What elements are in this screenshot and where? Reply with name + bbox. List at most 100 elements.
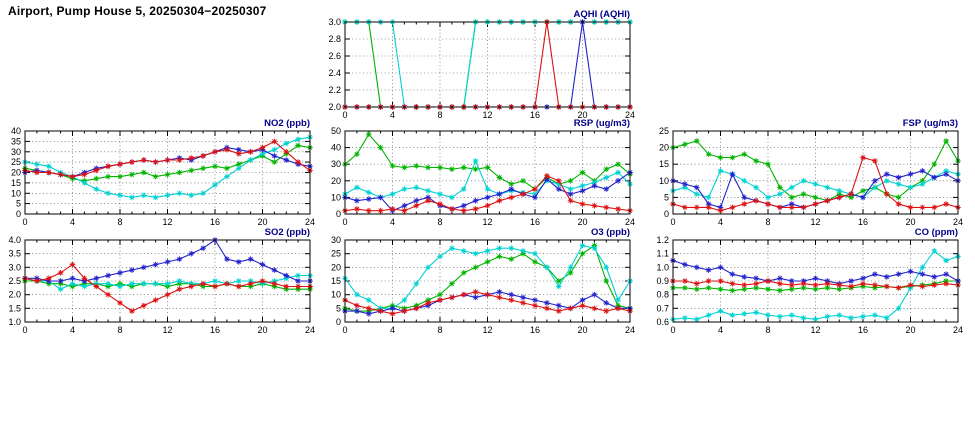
svg-text:0: 0 (664, 209, 669, 219)
svg-text:24: 24 (305, 217, 315, 227)
svg-text:4: 4 (70, 217, 75, 227)
svg-text:20: 20 (905, 325, 915, 335)
svg-text:40: 40 (331, 143, 341, 153)
svg-text:30: 30 (331, 235, 341, 245)
chart-so2: SO2 (ppb) 0 4 8 12 16 20 24 1.0 1.5 2.0 2.5 3.0 3.5 4… (8, 227, 315, 335)
svg-text:0: 0 (16, 209, 21, 219)
svg-text:0: 0 (342, 110, 347, 120)
chart-canvas-fsp: 0 4 8 12 16 20 24 0 5 10 15 20 25 (659, 126, 963, 227)
svg-text:2.6: 2.6 (328, 51, 341, 61)
svg-text:16: 16 (210, 217, 220, 227)
svg-text:8: 8 (117, 325, 122, 335)
svg-text:4.0: 4.0 (8, 235, 21, 245)
svg-text:8: 8 (437, 110, 442, 120)
chart-canvas-o3: 0 4 8 12 16 20 24 0 5 10 15 20 25 30 (331, 235, 635, 335)
svg-text:8: 8 (117, 217, 122, 227)
svg-text:24: 24 (305, 325, 315, 335)
svg-text:12: 12 (162, 217, 172, 227)
svg-text:5: 5 (664, 192, 669, 202)
svg-text:3.0: 3.0 (328, 17, 341, 27)
svg-text:16: 16 (530, 325, 540, 335)
svg-text:20: 20 (905, 217, 915, 227)
svg-text:24: 24 (625, 110, 635, 120)
svg-text:24: 24 (953, 217, 963, 227)
svg-text:10: 10 (331, 192, 341, 202)
svg-text:0: 0 (670, 325, 675, 335)
svg-text:0: 0 (22, 217, 27, 227)
svg-text:20: 20 (577, 325, 587, 335)
svg-text:8: 8 (437, 325, 442, 335)
chart-no2: NO2 (ppb) 0 4 8 12 16 20 24 0 5 10 15 20 25 30 35 40 (11, 118, 315, 227)
svg-text:20: 20 (659, 143, 669, 153)
svg-text:20: 20 (577, 110, 587, 120)
svg-text:20: 20 (11, 168, 21, 178)
svg-text:2.0: 2.0 (8, 290, 21, 300)
page-title: Airport, Pump House 5, 20250304−20250307 (8, 4, 267, 18)
svg-text:12: 12 (162, 325, 172, 335)
svg-text:0: 0 (670, 217, 675, 227)
svg-text:24: 24 (953, 325, 963, 335)
svg-text:12: 12 (482, 325, 492, 335)
chart-canvas-rsp: 0 4 8 12 16 20 24 0 10 20 30 40 50 (331, 126, 635, 227)
svg-text:0.9: 0.9 (656, 276, 669, 286)
svg-text:30: 30 (331, 159, 341, 169)
svg-text:5: 5 (336, 303, 341, 313)
svg-text:8: 8 (765, 217, 770, 227)
svg-text:4: 4 (718, 325, 723, 335)
svg-text:1.0: 1.0 (8, 317, 21, 327)
svg-text:12: 12 (810, 217, 820, 227)
chart-fsp: FSP (ug/m3) 0 4 8 12 16 20 24 0 5 10 15 20 25 (659, 118, 963, 227)
svg-text:4: 4 (390, 110, 395, 120)
svg-text:30: 30 (11, 147, 21, 157)
svg-text:15: 15 (331, 276, 341, 286)
chart-canvas-so2: 0 4 8 12 16 20 24 1.0 1.5 2.0 2.5 3.0 3.5 4.0 (8, 235, 315, 335)
svg-text:1.5: 1.5 (8, 303, 21, 313)
svg-text:0: 0 (336, 317, 341, 327)
svg-text:3.0: 3.0 (8, 262, 21, 272)
svg-text:10: 10 (331, 290, 341, 300)
svg-text:12: 12 (482, 217, 492, 227)
chart-title-o3: O3 (ppb) (590, 227, 630, 238)
svg-text:10: 10 (11, 188, 21, 198)
chart-co: CO (ppm) 0 4 8 12 16 20 24 0.6 0.7 0.8 0.9 1.0 1.1 1.… (656, 227, 963, 335)
chart-title-no2: NO2 (ppb) (264, 118, 310, 129)
svg-text:16: 16 (530, 110, 540, 120)
svg-text:0: 0 (342, 217, 347, 227)
svg-text:20: 20 (257, 217, 267, 227)
svg-text:20: 20 (257, 325, 267, 335)
chart-canvas-aqhi: 0 4 8 12 16 20 24 2.0 2.2 2.4 2.6 2.8 3.0 (328, 17, 635, 120)
svg-text:5: 5 (16, 199, 21, 209)
svg-text:0: 0 (342, 325, 347, 335)
svg-text:25: 25 (659, 126, 669, 136)
svg-text:24: 24 (625, 325, 635, 335)
svg-text:0.7: 0.7 (656, 303, 669, 313)
svg-text:2.8: 2.8 (328, 34, 341, 44)
svg-text:1.1: 1.1 (656, 249, 669, 259)
svg-text:15: 15 (659, 159, 669, 169)
svg-text:16: 16 (858, 217, 868, 227)
svg-text:2.4: 2.4 (328, 68, 341, 78)
svg-text:12: 12 (482, 110, 492, 120)
svg-text:50: 50 (331, 126, 341, 136)
svg-text:0: 0 (22, 325, 27, 335)
chart-o3: O3 (ppb) 0 4 8 12 16 20 24 0 5 10 15 20 25 30 (331, 227, 635, 335)
svg-text:25: 25 (331, 249, 341, 259)
svg-text:3.5: 3.5 (8, 249, 21, 259)
svg-text:20: 20 (331, 176, 341, 186)
svg-text:2.2: 2.2 (328, 85, 341, 95)
svg-text:0: 0 (336, 209, 341, 219)
chart-rsp: RSP (ug/m3) 0 4 8 12 16 20 24 0 10 20 30 40 50 (331, 118, 635, 227)
svg-text:4: 4 (718, 217, 723, 227)
svg-text:0.8: 0.8 (656, 290, 669, 300)
svg-text:4: 4 (70, 325, 75, 335)
chart-canvas-co: 0 4 8 12 16 20 24 0.6 0.7 0.8 0.9 1.0 1.1 1.2 (656, 235, 963, 335)
svg-text:16: 16 (858, 325, 868, 335)
svg-text:1.2: 1.2 (656, 235, 669, 245)
svg-text:20: 20 (331, 262, 341, 272)
svg-text:25: 25 (11, 157, 21, 167)
svg-text:15: 15 (11, 178, 21, 188)
svg-text:1.0: 1.0 (656, 262, 669, 272)
chart-title-rsp: RSP (ug/m3) (573, 118, 630, 129)
chart-title-so2: SO2 (ppb) (264, 227, 310, 238)
svg-text:24: 24 (625, 217, 635, 227)
